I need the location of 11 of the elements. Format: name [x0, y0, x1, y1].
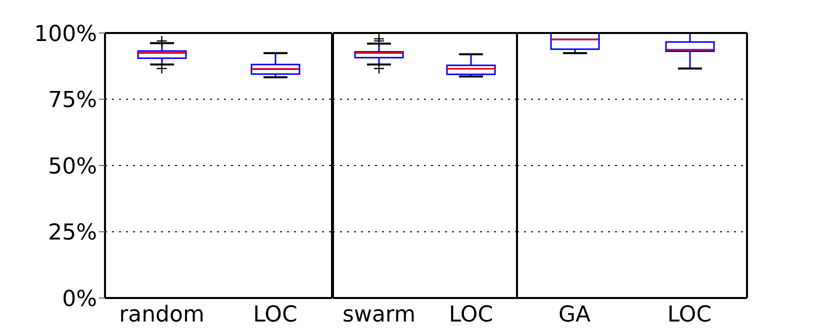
x-tick-label: LOC	[667, 302, 712, 328]
y-tick-label: 25%	[48, 220, 97, 246]
y-tick-label: 50%	[48, 154, 97, 180]
x-tick-label: LOC	[253, 302, 298, 328]
x-tick-label: GA	[558, 302, 591, 328]
y-tick-label: 75%	[48, 88, 97, 114]
y-tick-label: 0%	[62, 286, 97, 312]
x-tick-label: swarm	[342, 302, 416, 328]
x-tick-label: random	[119, 302, 204, 328]
x-tick-label: LOC	[448, 302, 494, 328]
y-tick-label: 100%	[34, 22, 97, 47]
